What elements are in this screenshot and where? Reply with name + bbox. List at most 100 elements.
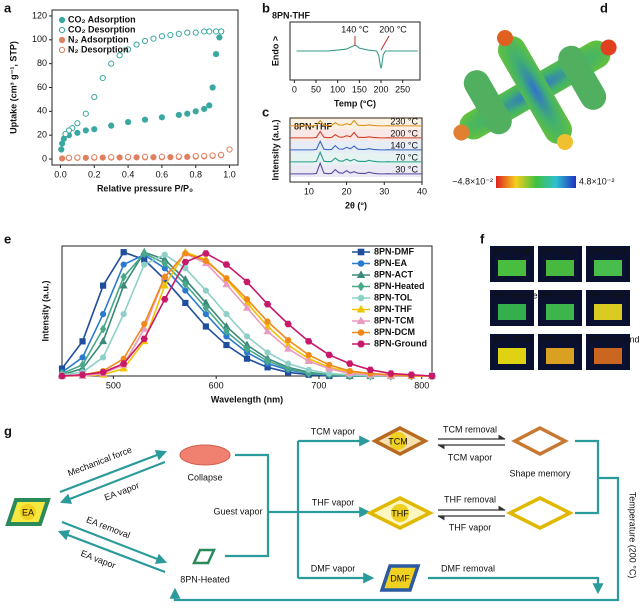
data-point (78, 371, 87, 378)
x-tick-label: 600 (209, 380, 224, 390)
data-point (140, 335, 148, 343)
data-point (264, 356, 271, 366)
arrow-label: THF vapor (449, 522, 492, 532)
x-tick-label: 20 (342, 186, 352, 196)
data-point (325, 351, 333, 359)
x-tick-label: 250 (395, 84, 410, 94)
data-point (79, 354, 86, 361)
x-axis-label: Wavelength (nm) (211, 394, 283, 404)
legend-label: 8PN-TCM (374, 315, 414, 325)
plot-frame (289, 21, 421, 81)
x-tick-label: 700 (311, 380, 326, 390)
legend-label: 8PN-Ground (374, 338, 427, 348)
data-point (108, 60, 115, 67)
data-point (217, 28, 225, 35)
x-tick-label: 100 (330, 84, 345, 94)
sample-glow (498, 348, 526, 364)
panel-label: a (4, 0, 12, 15)
legend-label: N₂ Adsorption (68, 34, 129, 44)
data-point (346, 360, 354, 367)
data-point (167, 154, 174, 161)
data-point (222, 279, 231, 288)
data-point (99, 74, 106, 82)
legend-label: CO₂ Desorption (68, 24, 136, 34)
x-tick-label: 10 (304, 186, 314, 196)
annotation: 200 °C (379, 24, 407, 34)
data-point (116, 154, 123, 161)
x-tick-label: 0 (292, 84, 297, 94)
data-point (141, 261, 148, 268)
data-point (175, 153, 182, 160)
data-point (387, 370, 395, 377)
data-point (209, 84, 216, 91)
data-point (133, 41, 140, 48)
data-point (217, 151, 225, 158)
data-point (326, 361, 333, 368)
data-point (79, 360, 86, 370)
tile-label: 8PN-EA (541, 246, 574, 256)
legend-marker (356, 270, 366, 279)
trace-label: 200 °C (390, 128, 418, 138)
data-point (222, 261, 231, 268)
chart-title: 8PN-THF (272, 10, 311, 20)
data-point (161, 251, 168, 258)
data-point (264, 318, 271, 325)
legend-marker (357, 260, 365, 267)
line (290, 130, 422, 139)
data-point (150, 154, 157, 161)
x-tick-label: 0.6 (156, 169, 169, 179)
data-point (158, 153, 166, 160)
data-point (119, 281, 128, 289)
guest-label: EA (22, 507, 34, 517)
data-point (91, 126, 98, 133)
legend-label: 8PN-ACT (374, 269, 414, 279)
legend-label: CO₂ Adsorption (68, 14, 136, 24)
data-point (285, 336, 292, 344)
x-tick-label: 500 (106, 380, 121, 390)
panel-label: d (600, 0, 608, 15)
data-point (209, 152, 216, 159)
data-point (140, 324, 149, 332)
data-point (141, 248, 148, 258)
data-point (243, 278, 251, 286)
data-point (263, 300, 272, 308)
data-point (201, 152, 208, 159)
guest-label: THF (391, 508, 409, 518)
legend-marker (357, 248, 365, 256)
y-tick-label: 0 (42, 153, 47, 163)
data-point (108, 122, 115, 129)
data-point (99, 369, 107, 376)
data-point (201, 105, 208, 113)
colorbar-max: 4.8×10⁻² (579, 176, 615, 186)
data-point (82, 127, 89, 134)
data-point (79, 338, 86, 345)
line (290, 150, 422, 163)
data-point (141, 37, 149, 45)
data-point (91, 93, 98, 101)
panel-label: e (4, 231, 11, 246)
y-axis-label: Endo > (270, 36, 280, 66)
data-point (366, 366, 375, 374)
data-point (120, 261, 127, 268)
data-point (119, 360, 128, 367)
line (296, 44, 418, 69)
data-point (223, 341, 230, 349)
data-point (124, 118, 132, 126)
data-point (192, 152, 199, 160)
data-point (74, 120, 81, 127)
sample-glow (594, 304, 622, 320)
data-point (65, 154, 73, 161)
panel-label: c (262, 104, 269, 119)
data-point (226, 146, 233, 153)
legend-marker (357, 340, 365, 348)
annotation-arrow (380, 35, 390, 51)
legend-label: 8PN-EA (374, 258, 408, 268)
legend-marker (58, 46, 66, 54)
arrow-label: Guest vapor (213, 506, 262, 516)
data-point (158, 114, 166, 121)
data-point (167, 31, 174, 39)
data-point (304, 356, 313, 364)
x-tick-label: 40 (417, 186, 427, 196)
x-tick-label: 1.0 (223, 169, 236, 179)
